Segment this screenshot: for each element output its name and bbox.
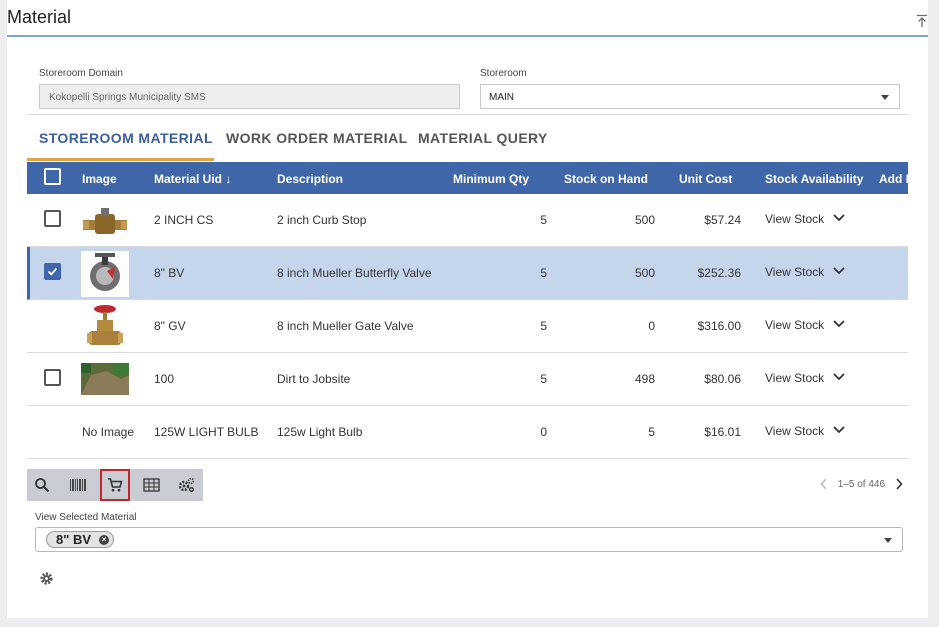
prev-page-icon[interactable]	[820, 478, 828, 490]
column-image: Image	[82, 172, 117, 186]
storeroom-domain-label: Storeroom Domain	[39, 68, 123, 79]
description: 8 inch Mueller Gate Valve	[277, 319, 414, 333]
chip-label: 8" BV	[56, 532, 92, 547]
panel-header: Material	[7, 0, 928, 37]
view-stock-link[interactable]: View Stock	[765, 424, 825, 438]
column-stock-on-hand[interactable]: Stock on Hand	[564, 172, 649, 186]
unit-cost: $16.01	[704, 425, 741, 439]
column-add[interactable]: Add R	[879, 172, 908, 186]
material-uid: 125W LIGHT BULB	[154, 425, 259, 439]
view-stock-link[interactable]: View Stock	[765, 212, 825, 226]
chevron-down-icon[interactable]	[833, 213, 845, 223]
unit-cost: $57.24	[704, 213, 741, 227]
storeroom-domain-field: Kokopelli Springs Municipality SMS	[39, 84, 460, 109]
table-row[interactable]: 100 Dirt to Jobsite 5 498 $80.06 View St…	[27, 353, 908, 406]
selected-material-chip[interactable]: 8" BV ×	[46, 531, 115, 548]
stock-on-hand: 5	[648, 425, 655, 439]
column-minimum-qty[interactable]: Minimum Qty	[452, 172, 529, 186]
minimum-qty: 5	[540, 213, 547, 227]
curb-stop-thumbnail	[83, 208, 127, 234]
cart-icon	[108, 478, 123, 492]
barcode-icon	[70, 479, 86, 491]
chevron-down-icon[interactable]	[833, 425, 845, 435]
butterfly-valve-thumbnail	[81, 251, 129, 297]
search-icon	[35, 478, 50, 493]
material-table: Image Material Uid ↓ Description Minimum…	[27, 162, 908, 459]
description: 125w Light Bulb	[277, 425, 363, 439]
gears-icon	[178, 477, 195, 492]
tab-material-query[interactable]: MATERIAL QUERY	[418, 130, 548, 146]
row-checkbox-checked[interactable]	[44, 263, 61, 280]
row-checkbox[interactable]	[44, 369, 61, 386]
unit-cost: $316.00	[697, 319, 741, 333]
chevron-down-icon[interactable]	[833, 319, 845, 329]
dirt-thumbnail	[81, 363, 129, 395]
material-panel: Material Storeroom Domain Kokopelli Spri…	[7, 0, 928, 618]
description: 8 inch Mueller Butterfly Valve	[277, 266, 432, 280]
storeroom-label: Storeroom	[480, 68, 527, 79]
no-image-text: No Image	[82, 425, 135, 439]
table-row[interactable]: No Image 125W LIGHT BULB 125w Light Bulb…	[27, 406, 908, 459]
view-selected-material-label: View Selected Material	[35, 512, 137, 523]
unit-cost: $252.36	[697, 266, 741, 280]
select-all-checkbox[interactable]	[44, 168, 61, 185]
search-button[interactable]	[27, 469, 57, 501]
minimum-qty: 5	[540, 372, 547, 386]
dropdown-caret-icon	[881, 95, 889, 100]
table-toolbar	[27, 469, 203, 501]
row-checkbox[interactable]	[44, 210, 61, 227]
tab-storeroom-material[interactable]: STOREROOM MATERIAL	[39, 130, 213, 146]
description: 2 inch Curb Stop	[277, 213, 367, 227]
gear-icon[interactable]	[39, 571, 54, 586]
storeroom-select[interactable]: MAIN	[480, 84, 900, 109]
collapse-up-icon[interactable]	[916, 14, 928, 28]
column-stock-availability[interactable]: Stock Availability	[765, 172, 864, 186]
tab-work-order-material[interactable]: WORK ORDER MATERIAL	[226, 130, 408, 146]
view-stock-link[interactable]: View Stock	[765, 371, 825, 385]
storeroom-value: MAIN	[489, 92, 514, 103]
description: Dirt to Jobsite	[277, 372, 351, 386]
barcode-button[interactable]	[63, 469, 93, 501]
view-stock-link[interactable]: View Stock	[765, 265, 825, 279]
settings-button[interactable]	[171, 469, 201, 501]
divider	[27, 114, 908, 115]
cart-button[interactable]	[100, 469, 130, 501]
table-header: Image Material Uid ↓ Description Minimum…	[27, 162, 908, 194]
table-row[interactable]: 8" GV 8 inch Mueller Gate Valve 5 0 $316…	[27, 300, 908, 353]
material-uid: 8" GV	[154, 319, 186, 333]
stock-on-hand: 500	[634, 266, 655, 280]
material-uid: 8" BV	[154, 266, 185, 280]
chevron-down-icon[interactable]	[833, 372, 845, 382]
material-uid: 2 INCH CS	[154, 213, 214, 227]
chip-remove-icon[interactable]: ×	[99, 535, 110, 545]
selected-material-field[interactable]: 8" BV ×	[35, 527, 903, 552]
column-unit-cost[interactable]: Unit Cost	[679, 172, 733, 186]
dropdown-caret-icon[interactable]	[884, 538, 892, 543]
grid-view-button[interactable]	[136, 469, 166, 501]
page-title: Material	[7, 7, 72, 27]
material-uid: 100	[154, 372, 175, 386]
unit-cost: $80.06	[704, 372, 741, 386]
column-description[interactable]: Description	[277, 172, 344, 186]
stock-on-hand: 498	[634, 372, 655, 386]
minimum-qty: 5	[540, 319, 547, 333]
page-range: 1–5 of 446	[837, 478, 885, 490]
next-page-icon[interactable]	[895, 478, 903, 490]
pagination: 1–5 of 446	[820, 478, 903, 490]
minimum-qty: 5	[540, 266, 547, 280]
stock-on-hand: 500	[634, 213, 655, 227]
table-row-selected[interactable]: 8" BV 8 inch Mueller Butterfly Valve 5 5…	[27, 247, 908, 300]
minimum-qty: 0	[540, 425, 547, 439]
column-material-uid[interactable]: Material Uid ↓	[154, 172, 232, 186]
chevron-down-icon[interactable]	[833, 266, 845, 276]
stock-on-hand: 0	[648, 319, 655, 333]
table-row[interactable]: 2 INCH CS 2 inch Curb Stop 5 500 $57.24 …	[27, 194, 908, 247]
gate-valve-thumbnail	[87, 305, 123, 345]
grid-icon	[142, 478, 160, 492]
view-stock-link[interactable]: View Stock	[765, 318, 825, 332]
active-tab-indicator	[27, 158, 214, 161]
